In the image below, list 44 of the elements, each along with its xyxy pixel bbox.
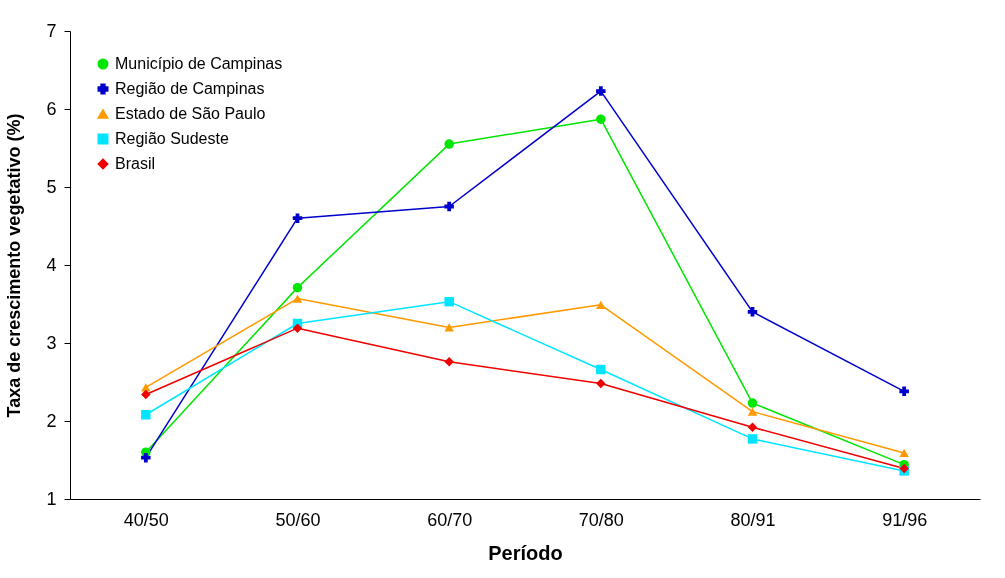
y-tick-label: 1 [46, 488, 57, 509]
point [899, 386, 909, 397]
point [444, 296, 454, 307]
point [292, 323, 303, 333]
x-axis-title: Período [488, 541, 563, 564]
y-tick-label: 7 [46, 20, 57, 41]
point [141, 410, 151, 420]
point [292, 282, 303, 293]
x-tick-label: 80/91 [730, 509, 776, 530]
legend-label: Município de Campinas [115, 55, 283, 72]
y-tick-label: 3 [46, 332, 57, 353]
point [596, 378, 606, 389]
x-tick-label: 91/96 [882, 509, 928, 530]
point [596, 114, 606, 124]
x-tick-label: 40/50 [123, 509, 169, 530]
y-tick-label: 4 [46, 254, 57, 275]
point [747, 307, 758, 317]
point [292, 294, 303, 303]
point [747, 434, 758, 444]
y-axis-title: Taxa de crescimento vegetativo (%) [4, 113, 25, 418]
point [141, 389, 151, 400]
legend-label: Estado de São Paulo [115, 105, 266, 122]
legend-label: Região Sudeste [115, 130, 229, 147]
y-tick-label: 6 [46, 98, 57, 119]
point [444, 201, 454, 212]
x-tick-label: 70/80 [578, 509, 624, 530]
legend-label: Brasil [115, 155, 156, 172]
point [596, 86, 606, 96]
point [596, 364, 606, 375]
point [747, 422, 758, 432]
y-tick-label: 2 [46, 410, 57, 431]
point [141, 452, 151, 463]
point [596, 300, 606, 309]
point [747, 398, 758, 408]
point [444, 139, 454, 149]
y-tick-label: 5 [46, 176, 57, 197]
x-tick-label: 50/60 [275, 509, 321, 530]
point [444, 356, 454, 367]
point [292, 213, 303, 223]
legend-label: Região de Campinas [115, 80, 265, 97]
point [747, 407, 758, 416]
x-tick-label: 60/70 [427, 509, 473, 530]
point [899, 448, 909, 458]
point [444, 323, 454, 332]
